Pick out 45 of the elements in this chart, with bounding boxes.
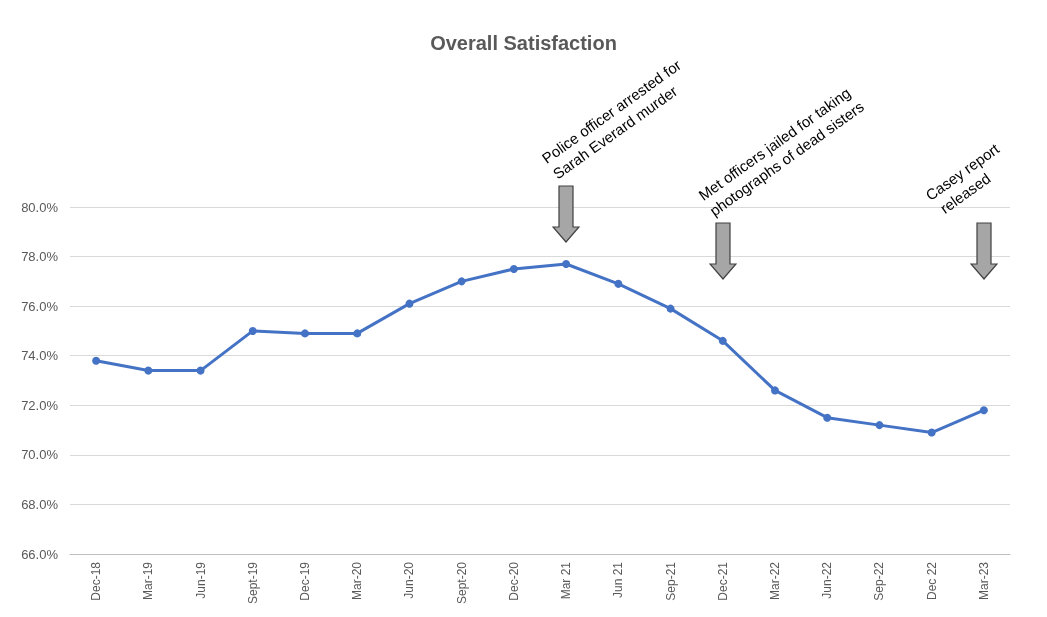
point: [562, 260, 571, 268]
y-tick-label: 66.0%: [21, 546, 59, 562]
point: [405, 299, 414, 308]
x-tick-label: Mar-22: [768, 561, 782, 601]
y-tick-label: 68.0%: [21, 496, 59, 512]
y-tick-label: 70.0%: [21, 447, 59, 463]
x-tick-label: Mar-23: [976, 561, 991, 601]
point: [979, 406, 988, 415]
point: [144, 366, 153, 375]
point: [509, 264, 518, 273]
x-tick-label: Dec-19: [298, 561, 312, 601]
x-tick-label: Sep-21: [663, 561, 678, 601]
x-tick-label: Dec-21: [715, 561, 730, 601]
point: [666, 304, 675, 313]
x-tick-label: Mar 21: [559, 561, 574, 600]
y-tick-label: 74.0%: [21, 348, 59, 364]
y-tick-label: 80.0%: [21, 199, 59, 215]
point: [927, 428, 936, 437]
x-tick-label: Sept-19: [245, 561, 260, 605]
x-tick-label: Dec-20: [506, 561, 521, 601]
x-tick-label: Dec-18: [89, 561, 104, 601]
x-tick-label: Jun-19: [193, 561, 208, 599]
x-tick-label: Sep-22: [872, 561, 887, 601]
x-tick-label: Jun-22: [820, 561, 835, 599]
point: [718, 336, 727, 345]
x-tick-label: Dec 22: [924, 561, 939, 601]
point: [771, 386, 779, 395]
x-tick-label: Mar-20: [350, 561, 365, 601]
point: [248, 326, 257, 335]
point: [301, 329, 309, 338]
point: [353, 329, 362, 338]
y-tick-label: 78.0%: [21, 249, 59, 265]
x-tick-label: Jun 21: [611, 561, 626, 599]
x-tick-label: Mar-19: [141, 561, 156, 601]
point: [875, 421, 884, 430]
y-tick-label: 76.0%: [21, 298, 59, 314]
chart-title: Overall Satisfaction: [430, 32, 617, 54]
y-tick-label: 72.0%: [21, 397, 59, 413]
point: [196, 366, 205, 375]
x-tick-label: Sept-20: [454, 561, 469, 605]
point: [614, 279, 623, 288]
x-tick-label: Jun-20: [402, 561, 417, 599]
point: [457, 277, 466, 286]
point: [92, 356, 101, 365]
point: [823, 413, 832, 422]
